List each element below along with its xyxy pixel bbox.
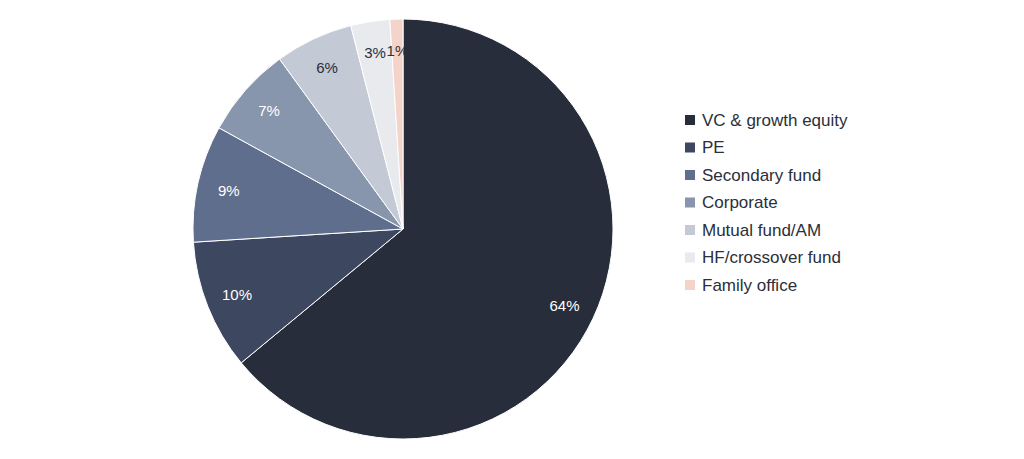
legend-swatch xyxy=(685,115,695,125)
legend-label: HF/crossover fund xyxy=(702,248,841,267)
data-label: 10% xyxy=(222,286,252,303)
legend-swatch xyxy=(685,143,695,153)
legend-swatch xyxy=(685,280,695,290)
legend-label: VC & growth equity xyxy=(702,111,848,130)
legend-swatch xyxy=(685,225,695,235)
data-label: 6% xyxy=(316,59,338,76)
legend-label: Secondary fund xyxy=(702,166,821,185)
data-label: 3% xyxy=(364,44,386,61)
legend: VC & growth equity PE Secondary fund Corpor… xyxy=(685,111,848,295)
legend-swatch xyxy=(685,170,695,180)
slices xyxy=(193,19,613,439)
data-labels: 64% 10% 9% 7% 6% 3%1% xyxy=(218,42,580,313)
data-label: 1% xyxy=(387,42,409,59)
pie-slice xyxy=(193,229,403,363)
legend-label: Mutual fund/AM xyxy=(702,221,821,240)
legend-swatch xyxy=(685,198,695,208)
chart: 64% 10% 9% 7% 6% 3%1% VC & growth equity PE Seco… xyxy=(0,0,1024,459)
data-label: 7% xyxy=(258,102,280,119)
data-label: 9% xyxy=(218,182,240,199)
legend-label: Corporate xyxy=(702,193,778,212)
legend-label: PE xyxy=(702,138,725,157)
legend-label: Family office xyxy=(702,276,797,295)
legend-swatch xyxy=(685,253,695,263)
data-label: 64% xyxy=(549,297,579,314)
